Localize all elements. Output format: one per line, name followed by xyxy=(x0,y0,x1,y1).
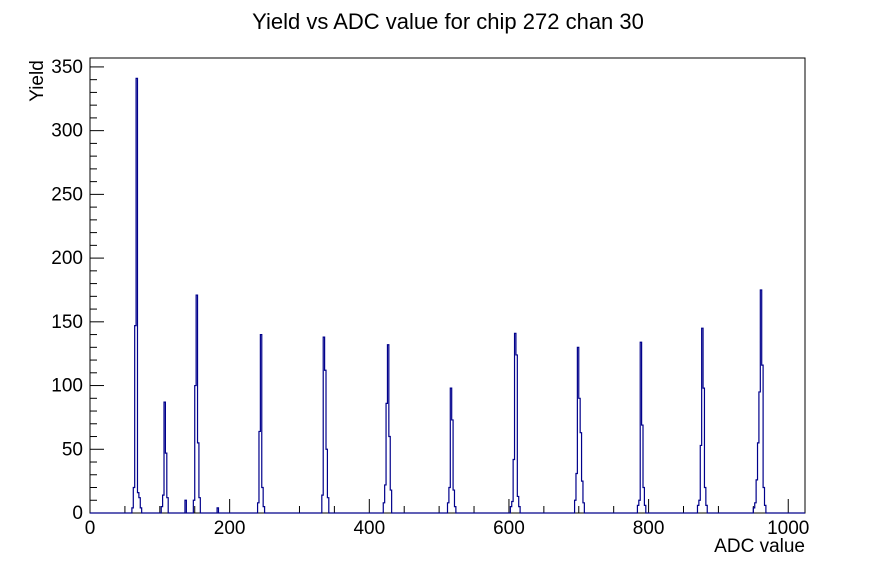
y-axis-tick-label: 150 xyxy=(51,312,83,333)
x-axis-tick-label: 200 xyxy=(214,518,246,539)
y-axis-tick-label: 100 xyxy=(51,376,83,397)
x-axis-tick-label: 1000 xyxy=(767,518,809,539)
y-axis-title: Yield xyxy=(27,60,48,102)
y-axis-tick-label: 350 xyxy=(51,57,83,78)
x-axis-tick-label: 400 xyxy=(353,518,385,539)
y-axis-tick-label: 250 xyxy=(51,184,83,205)
x-axis-tick-label: 600 xyxy=(493,518,525,539)
y-axis-tick-label: 200 xyxy=(51,248,83,269)
y-axis-tick-label: 300 xyxy=(51,121,83,142)
x-axis-tick-label: 0 xyxy=(85,518,96,539)
y-axis-tick-label: 0 xyxy=(72,503,83,524)
chart-title: Yield vs ADC value for chip 272 chan 30 xyxy=(252,9,644,34)
plot-frame xyxy=(89,57,806,514)
histogram-line xyxy=(90,77,805,514)
x-axis-title: ADC value xyxy=(714,536,805,557)
x-axis-tick-label: 800 xyxy=(633,518,665,539)
y-axis-tick-label: 50 xyxy=(62,439,83,460)
